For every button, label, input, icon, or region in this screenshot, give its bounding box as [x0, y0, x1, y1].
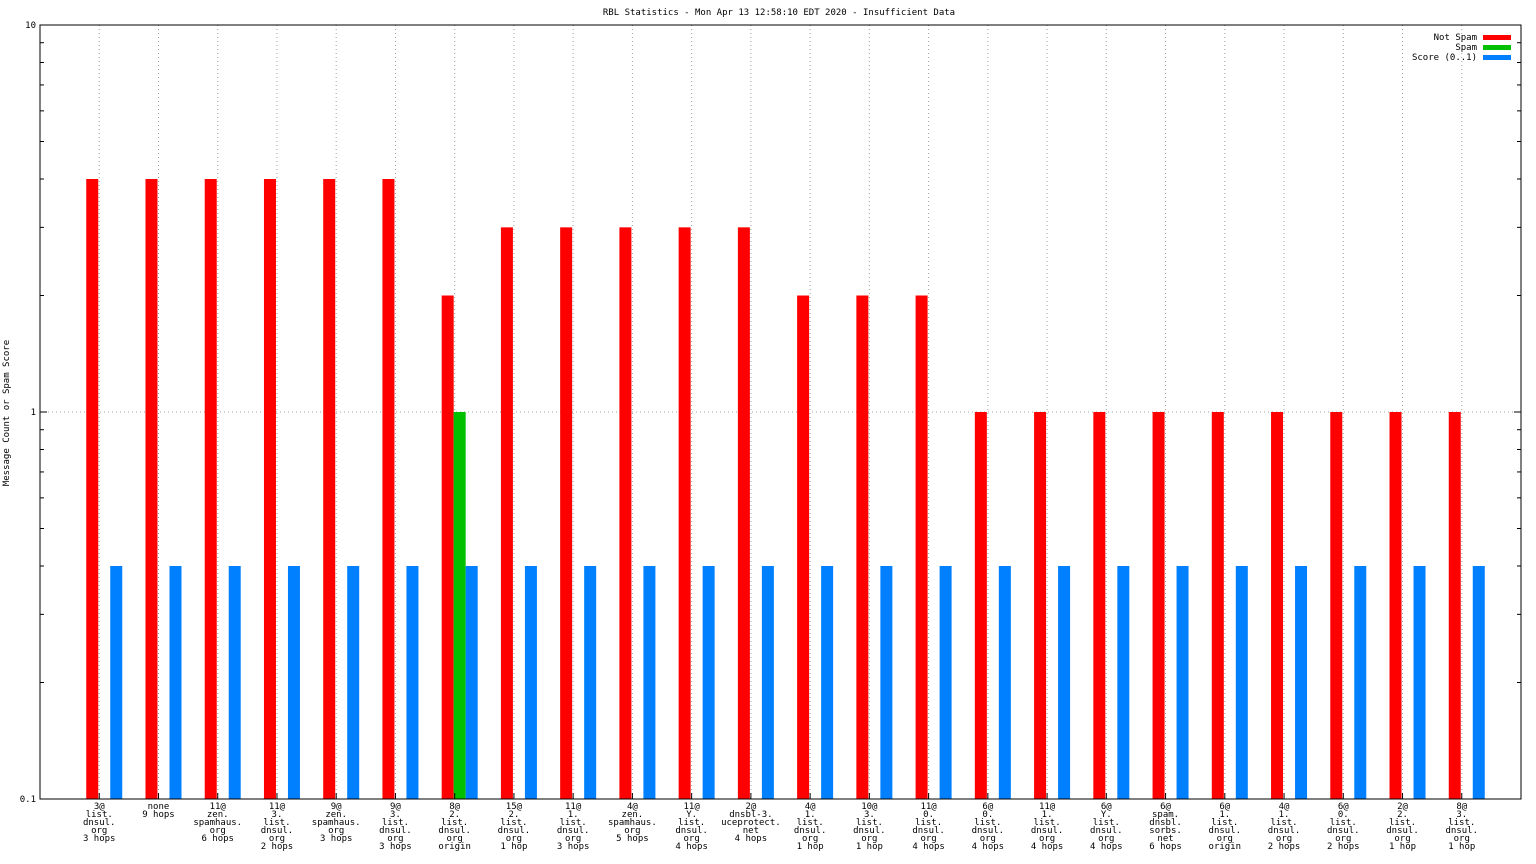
chart-title: RBL Statistics - Mon Apr 13 12:58:10 EDT…: [603, 8, 955, 18]
legend-label: Score (0..1): [1412, 53, 1477, 63]
legend-swatch: [1483, 35, 1511, 40]
bar-score-0-1: [643, 566, 656, 799]
legend-swatch: [1483, 45, 1511, 50]
bar-score-0-1: [939, 566, 952, 799]
bar-score-0-1: [110, 566, 123, 799]
bar-not-spam: [204, 179, 217, 799]
bar-not-spam: [1093, 412, 1106, 799]
bar-not-spam: [86, 179, 99, 799]
x-tick-label: 6@ 0. list. dnsul. org 4 hops: [972, 802, 1005, 852]
bar-score-0-1: [1354, 566, 1367, 799]
y-axis-label: Message Count or Spam Score: [2, 340, 12, 486]
x-tick-label: 11@ 1. list. dnsul. org 4 hops: [1031, 802, 1064, 852]
bar-score-0-1: [1117, 566, 1130, 799]
x-tick-label: 6@ 1. list. dnsul. org origin: [1209, 802, 1242, 852]
bar-score-0-1: [1295, 566, 1308, 799]
bars: [86, 179, 1485, 800]
bar-not-spam: [1034, 412, 1047, 799]
legend-label: Spam: [1455, 43, 1477, 53]
bar-score-0-1: [1058, 566, 1071, 799]
x-tick-label: 6@ spam. dnsbl. sorbs. net 6 hops: [1149, 802, 1182, 852]
bar-score-0-1: [702, 566, 715, 799]
x-tick-label: none 9 hops: [142, 802, 175, 820]
bar-not-spam: [145, 179, 158, 799]
x-tick-label: 4@ zen. spamhaus. org 5 hops: [608, 802, 657, 844]
bar-score-0-1: [524, 566, 537, 799]
bar-not-spam: [1211, 412, 1224, 799]
bar-score-0-1: [1472, 566, 1485, 799]
bar-not-spam: [1448, 412, 1461, 799]
bar-not-spam: [678, 227, 691, 800]
bar-not-spam: [1271, 412, 1284, 799]
grid: [40, 25, 1521, 799]
x-tick-label: 10@ 3. list. dnsul. org 1 hop: [853, 802, 886, 852]
y-tick-label: 0.1: [20, 795, 36, 805]
x-tick-label: 11@ zen. spamhaus. org 6 hops: [193, 802, 242, 844]
bar-score-0-1: [880, 566, 893, 799]
bar-score-0-1: [287, 566, 300, 799]
bar-spam: [453, 412, 466, 799]
bar-score-0-1: [1176, 566, 1189, 799]
x-tick-label: 11@ Y. list. dnsul. org 4 hops: [675, 802, 708, 852]
bar-score-0-1: [821, 566, 834, 799]
bar-not-spam: [560, 227, 573, 800]
bar-score-0-1: [1235, 566, 1248, 799]
bar-score-0-1: [228, 566, 241, 799]
x-tick-label: 3@ list. dnsul. org 3 hops: [83, 802, 116, 844]
bar-score-0-1: [1413, 566, 1426, 799]
legend-label: Not Spam: [1434, 33, 1477, 43]
x-tick-label: 9@ zen. spamhaus. org 3 hops: [312, 802, 361, 844]
bar-not-spam: [856, 295, 869, 799]
x-tick-labels: 3@ list. dnsul. org 3 hops none 9 hops 11@ zen. s…: [83, 802, 1478, 852]
x-tick-label: 6@ 0. list. dnsul. org 2 hops: [1327, 802, 1360, 852]
bar-score-0-1: [465, 566, 478, 799]
bar-not-spam: [323, 179, 336, 799]
x-tick-label: 11@ 1. list. dnsul. org 3 hops: [557, 802, 590, 852]
bar-not-spam: [737, 227, 750, 800]
x-tick-label: 2@ dnsbl-3. uceprotect. net 4 hops: [721, 802, 781, 844]
x-tick-label: 6@ Y. list. dnsul. org 4 hops: [1090, 802, 1123, 852]
x-tick-label: 9@ 3. list. dnsul. org 3 hops: [379, 802, 412, 852]
bar-score-0-1: [406, 566, 419, 799]
bar-not-spam: [1330, 412, 1343, 799]
bar-not-spam: [797, 295, 810, 799]
bar-not-spam: [974, 412, 987, 799]
x-tick-label: 11@ 3. list. dnsul. org 2 hops: [261, 802, 294, 852]
bar-not-spam: [915, 295, 928, 799]
x-tick-label: 11@ 0. list. dnsul. org 4 hops: [912, 802, 945, 852]
x-tick-label: 4@ 1. list. dnsul. org 2 hops: [1268, 802, 1301, 852]
bar-not-spam: [382, 179, 395, 799]
bar-score-0-1: [169, 566, 182, 799]
y-tick-label: 10: [25, 21, 36, 31]
bar-score-0-1: [584, 566, 597, 799]
legend-swatch: [1483, 55, 1511, 60]
y-tick-label: 1: [31, 408, 36, 418]
bar-score-0-1: [998, 566, 1011, 799]
bar-not-spam: [500, 227, 513, 800]
x-tick-label: 8@ 2. list. dnsul. org origin: [438, 802, 471, 852]
bar-not-spam: [619, 227, 632, 800]
bar-score-0-1: [347, 566, 360, 799]
x-tick-label: 8@ 3. list. dnsul. org 1 hop: [1446, 802, 1479, 852]
bar-score-0-1: [761, 566, 774, 799]
bar-not-spam: [1152, 412, 1165, 799]
bar-not-spam: [441, 295, 454, 799]
x-tick-label: 2@ 2. list. dnsul. org 1 hop: [1386, 802, 1419, 852]
x-tick-label: 15@ 2. list. dnsul. org 1 hop: [498, 802, 531, 852]
x-tick-label: 4@ 1. list. dnsul. org 1 hop: [794, 802, 827, 852]
bar-not-spam: [263, 179, 276, 799]
y-ticks: 10 1 0.1: [20, 21, 1521, 805]
bar-not-spam: [1389, 412, 1402, 799]
